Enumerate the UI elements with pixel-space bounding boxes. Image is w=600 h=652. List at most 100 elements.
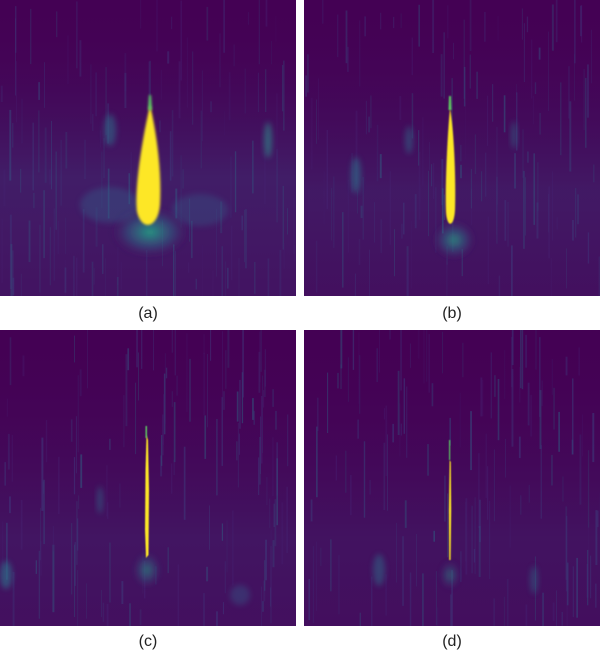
noise-streak — [223, 0, 225, 53]
noise-streak — [316, 541, 317, 611]
noise-streak — [369, 249, 370, 296]
noise-streak — [282, 65, 284, 112]
noise-streak — [487, 95, 489, 146]
noise-streak — [505, 438, 506, 478]
noise-streak — [102, 602, 105, 622]
noise-streak — [471, 505, 473, 574]
spectrogram-image-c — [0, 330, 296, 626]
noise-streak — [238, 258, 240, 296]
noise-streak — [572, 220, 574, 241]
noise-streak — [70, 419, 73, 442]
noise-streak — [9, 496, 11, 514]
noise-streak — [551, 4, 554, 51]
noise-streak — [204, 415, 207, 459]
noise-streak — [163, 373, 166, 435]
noise-streak — [396, 522, 397, 583]
noise-streak — [64, 267, 67, 293]
noise-streak — [180, 155, 182, 228]
noise-streak — [39, 244, 41, 296]
noise-streak — [183, 446, 186, 520]
noise-streak — [40, 541, 42, 576]
noise-streak — [534, 82, 537, 94]
noise-streak — [447, 5, 449, 39]
noise-streak — [400, 330, 402, 391]
noise-streak — [176, 375, 178, 396]
noise-streak — [536, 202, 539, 239]
noise-streak — [128, 173, 131, 205]
caption-a: (a) — [138, 305, 158, 322]
noise-streak — [276, 93, 278, 160]
noise-streak — [312, 546, 314, 624]
noise-streak — [310, 97, 313, 170]
noise-streak — [139, 609, 142, 626]
noise-streak — [576, 557, 578, 618]
noise-streak — [39, 224, 41, 293]
noise-streak — [307, 54, 309, 93]
noise-streak — [223, 111, 225, 136]
noise-streak — [487, 216, 489, 285]
noise-streak — [451, 535, 453, 559]
noise-streak — [392, 423, 394, 443]
noise-streak — [12, 571, 15, 626]
noise-streak — [261, 396, 263, 464]
noise-streak — [123, 395, 125, 448]
noise-streak — [437, 607, 439, 626]
noise-streak — [493, 598, 495, 626]
noise-streak — [357, 190, 359, 214]
noise-streak — [106, 465, 108, 517]
noise-streak — [130, 152, 133, 200]
noise-streak — [460, 144, 462, 162]
noise-streak — [323, 171, 325, 224]
noise-streak — [579, 434, 582, 505]
noise-streak — [44, 127, 47, 183]
noise-streak — [167, 547, 169, 574]
noise-streak — [177, 564, 180, 626]
noise-streak — [3, 169, 6, 207]
noise-streak — [464, 102, 466, 160]
noise-streak — [410, 221, 412, 289]
noise-streak — [270, 546, 272, 624]
noise-streak — [347, 46, 349, 72]
noise-streak — [469, 54, 471, 89]
noise-streak — [276, 149, 278, 223]
noise-streak — [423, 330, 425, 384]
noise-streak — [260, 416, 261, 474]
noise-streak — [403, 202, 405, 235]
spectrogram-panel-d — [304, 330, 600, 626]
noise-streak — [106, 603, 109, 626]
noise-streak — [587, 64, 589, 118]
noise-streak — [548, 186, 550, 259]
noise-streak — [333, 176, 335, 248]
noise-streak — [400, 423, 402, 436]
noise-streak — [10, 244, 13, 296]
noise-streak — [33, 192, 35, 209]
noise-streak — [587, 232, 590, 264]
noise-streak — [521, 330, 524, 390]
noise-streak — [6, 398, 9, 417]
noise-streak — [241, 215, 243, 231]
noise-streak — [565, 516, 568, 592]
noise-streak — [103, 138, 105, 178]
noise-streak — [401, 223, 403, 239]
noise-streak — [44, 62, 45, 108]
noise-streak — [287, 208, 288, 235]
noise-streak — [568, 66, 570, 119]
noise-streak — [409, 572, 412, 626]
noise-streak — [520, 330, 522, 389]
noise-streak — [443, 194, 445, 221]
noise-streak — [470, 169, 472, 209]
noise-streak — [400, 13, 402, 28]
noise-streak — [337, 372, 339, 389]
spectrogram-image-b — [304, 0, 600, 296]
noise-streak — [383, 408, 385, 420]
noise-streak — [200, 110, 202, 169]
noise-streak — [124, 72, 127, 108]
noise-streak — [265, 539, 267, 581]
noise-streak — [578, 347, 580, 376]
noise-streak — [533, 153, 535, 225]
noise-streak — [53, 208, 55, 281]
noise-streak — [11, 435, 13, 482]
noise-streak — [447, 493, 449, 558]
noise-streak — [153, 330, 154, 371]
noise-streak — [465, 502, 467, 562]
